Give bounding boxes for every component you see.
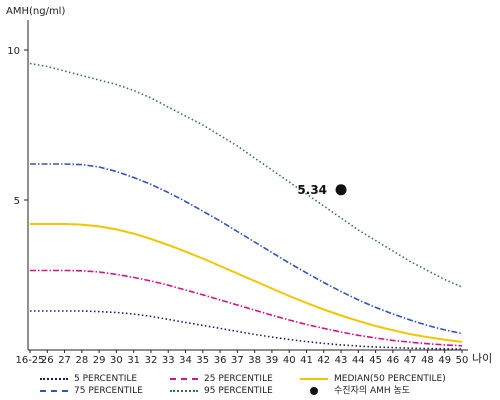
x-tick-label: 38 xyxy=(248,355,261,366)
legend-label: 수진자의 AMH 농도 xyxy=(334,386,411,396)
series-line-25-percentile xyxy=(30,269,463,347)
series-line-75-percentile xyxy=(30,163,463,335)
x-tick-label: 26 xyxy=(41,355,54,366)
legend-dot xyxy=(310,387,318,395)
x-tick-label: 35 xyxy=(196,355,209,366)
series-line-95-percentile xyxy=(29,62,463,288)
x-tick-label: 33 xyxy=(162,355,175,366)
patient-amh-value-label: 5.34 xyxy=(297,183,327,197)
x-tick-label: 31 xyxy=(127,355,140,366)
y-axis-label: AMH(ng/ml) xyxy=(6,6,65,17)
x-tick-label: 29 xyxy=(93,355,106,366)
x-tick-label: 48 xyxy=(421,355,434,366)
x-tick-label: 27 xyxy=(58,355,71,366)
patient-amh-point xyxy=(335,184,347,196)
legend-swatch xyxy=(40,378,68,380)
x-tick-label: 43 xyxy=(335,355,348,366)
patient-point: 5.34 xyxy=(297,183,347,197)
series-line-5-percentile xyxy=(30,310,463,350)
x-tick-label: 28 xyxy=(75,355,88,366)
x-tick-label: 40 xyxy=(283,355,296,366)
x-tick-label: 49 xyxy=(438,355,451,366)
x-tick-label: 16-25 xyxy=(15,355,44,366)
x-tick-label: 42 xyxy=(317,355,330,366)
legend-label: MEDIAN(50 PERCENTILE) xyxy=(334,374,446,384)
legend-swatch xyxy=(170,378,198,380)
x-tick-label: 30 xyxy=(110,355,123,366)
x-axis-label: 나이 xyxy=(472,352,492,365)
x-tick-label: 46 xyxy=(387,355,400,366)
x-tick-label: 32 xyxy=(145,355,158,366)
legend: 5 PERCENTILE 75 PERCENTILE 25 PERCENTILE… xyxy=(0,368,500,400)
x-tick-label: 34 xyxy=(179,355,192,366)
x-tick-label: 47 xyxy=(404,355,417,366)
x-tick-label: 50 xyxy=(456,355,469,366)
legend-swatch xyxy=(170,390,198,392)
x-tick-label: 39 xyxy=(266,355,279,366)
series-line-median-50-percentile xyxy=(30,223,463,343)
legend-label: 25 PERCENTILE xyxy=(204,374,273,384)
x-tick-label: 45 xyxy=(369,355,382,366)
y-tick-label: 5 xyxy=(14,196,20,207)
legend-swatch xyxy=(40,390,68,392)
legend-label: 5 PERCENTILE xyxy=(74,374,138,384)
legend-label: 95 PERCENTILE xyxy=(204,386,273,396)
x-tick-label: 44 xyxy=(352,355,365,366)
legend-label: 75 PERCENTILE xyxy=(74,386,143,396)
legend-swatch xyxy=(300,378,328,380)
x-tick-label: 37 xyxy=(231,355,244,366)
x-tick-label: 41 xyxy=(300,355,313,366)
y-tick-label: 10 xyxy=(7,46,20,57)
series-lines xyxy=(29,62,463,350)
x-tick-label: 36 xyxy=(214,355,227,366)
y-ticks: 5 10 xyxy=(7,46,28,207)
